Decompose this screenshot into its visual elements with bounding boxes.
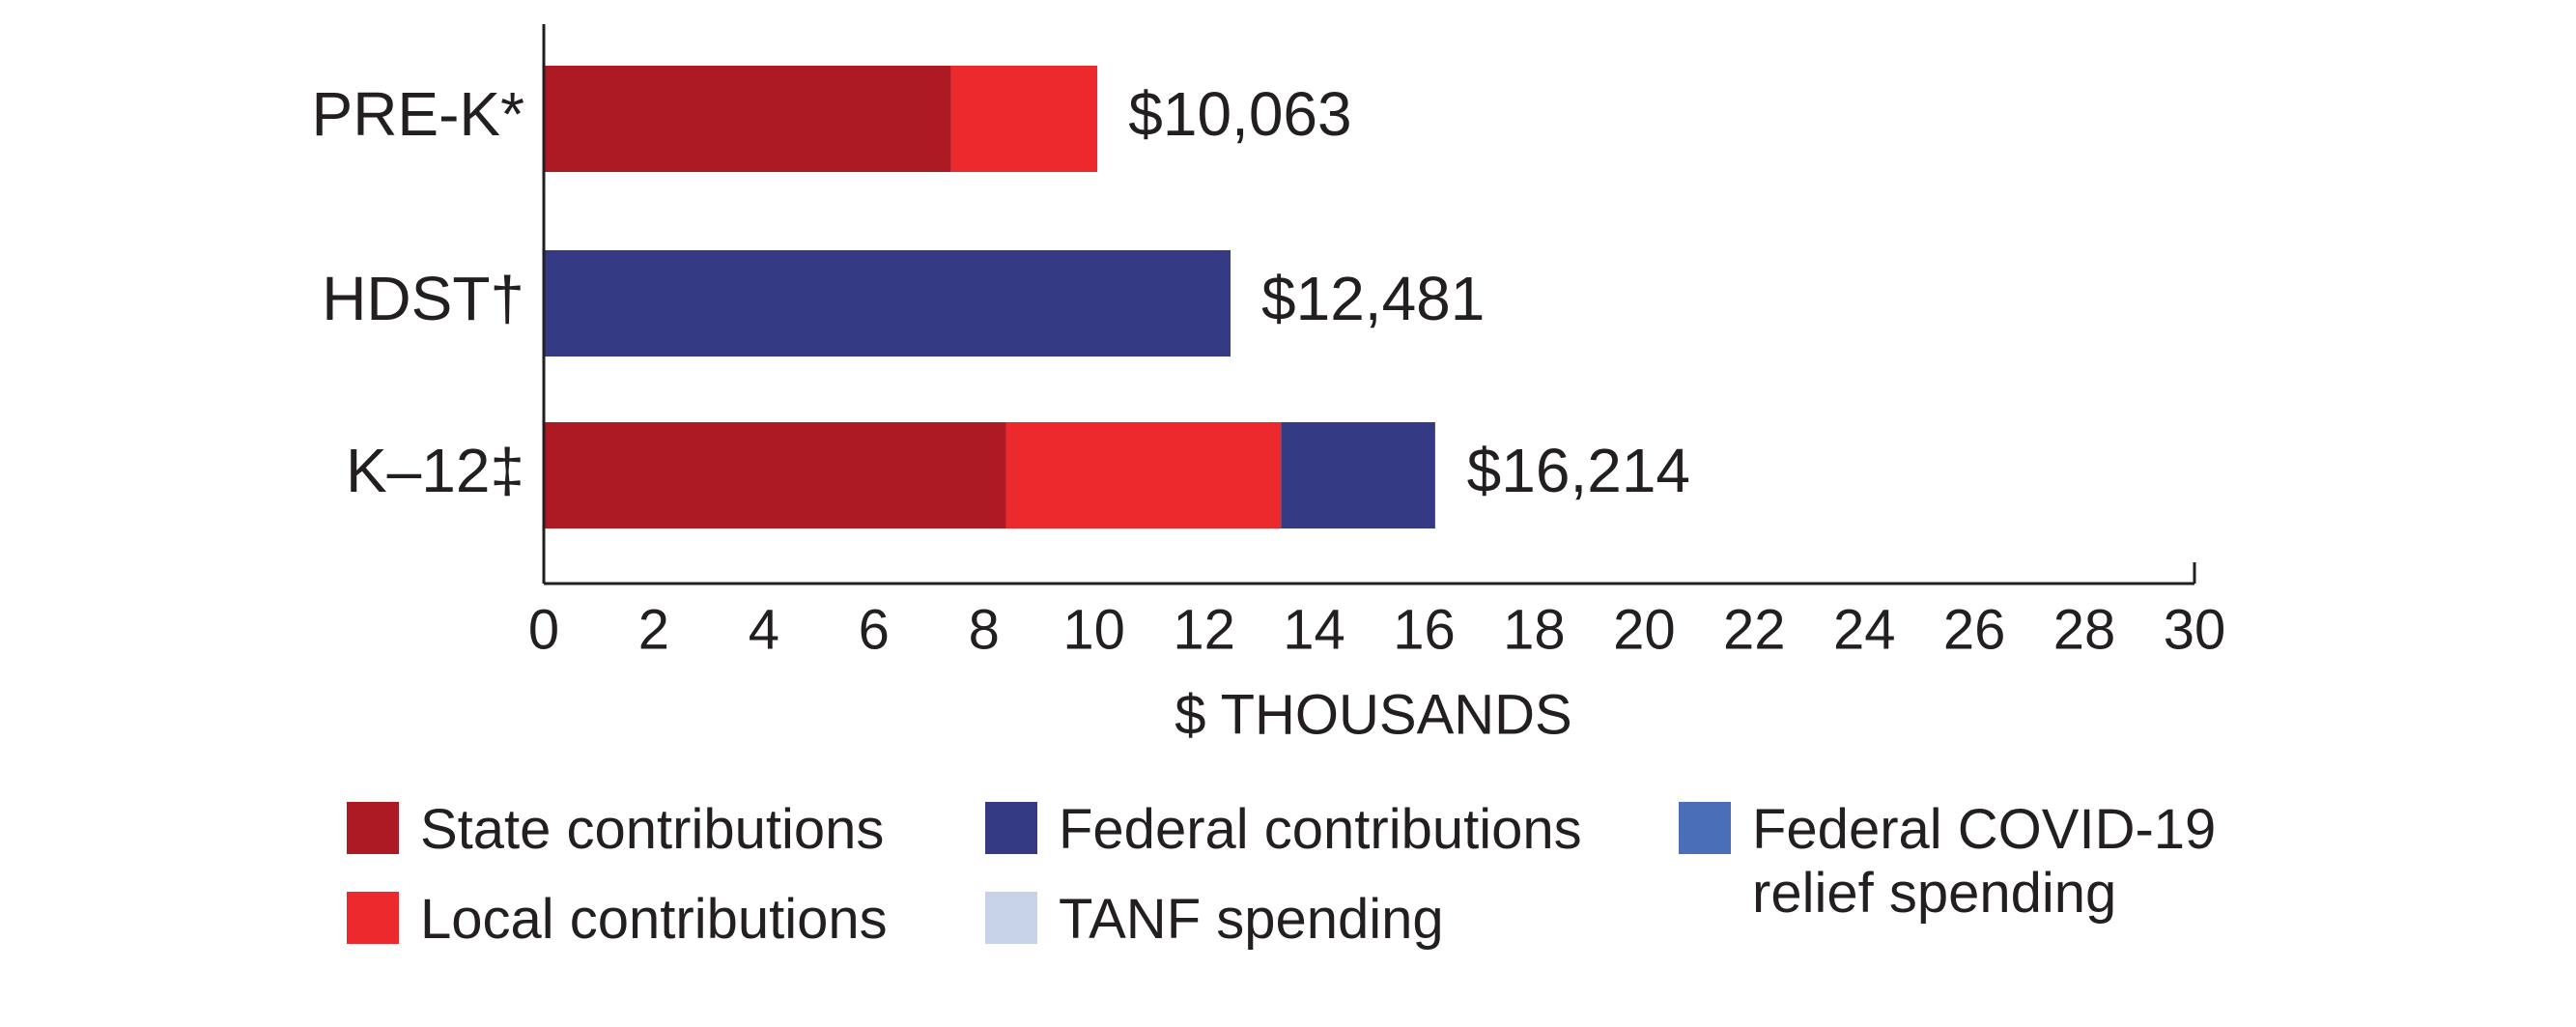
x-tick-label: 28 [2053,598,2116,661]
x-tick-label: 16 [1393,598,1456,661]
bar-segment [544,66,951,172]
x-tick-label: 8 [969,598,1000,661]
total-label: $16,214 [1467,436,1690,505]
total-label: $12,481 [1261,264,1485,333]
y-tick-label: HDST† [322,264,524,333]
legend-swatch [1679,802,1731,854]
bar-segment [544,422,1006,528]
bar-segment [1005,422,1282,528]
legend-swatch [347,802,399,854]
total-label: $10,063 [1128,79,1351,149]
y-tick-label: PRE-K* [312,79,525,149]
legend-item: Federal contributions [985,798,1657,862]
legend-item: TANF spending [985,888,1638,952]
x-axis-label: $ THOUSANDS [1175,683,1571,746]
x-tick-label: 12 [1173,598,1235,661]
x-tick-label: 6 [859,598,890,661]
legend-swatch [347,892,399,944]
legend-swatch [985,802,1037,854]
legend-label: State contributions [420,798,885,861]
x-tick-label: 18 [1503,598,1566,661]
x-tick-label: 2 [638,598,669,661]
legend-item: Federal COVID-19 relief spending [1679,798,2274,926]
x-tick-label: 0 [528,598,559,661]
legend-swatch [985,892,1037,944]
bar-segment [950,66,1098,172]
x-tick-label: 14 [1283,598,1345,661]
x-tick-label: 10 [1062,598,1125,661]
legend-label: Federal contributions [1059,798,1582,861]
x-tick-label: 26 [1943,598,2006,661]
legend-item: Local contributions [347,888,1000,952]
x-tick-label: 24 [1833,598,1896,661]
x-tick-label: 30 [2164,598,2226,661]
x-tick-label: 4 [749,598,779,661]
legend-label: Federal COVID-19 relief spending [1752,798,2217,925]
x-tick-label: 20 [1613,598,1676,661]
y-tick-label: K–12‡ [346,436,524,505]
legend-item: State contributions [347,798,1000,862]
legend-label: TANF spending [1059,888,1444,951]
bar-segment [1281,422,1435,528]
legend-label: Local contributions [420,888,888,951]
bar-segment [544,250,1231,357]
x-tick-label: 22 [1723,598,1786,661]
